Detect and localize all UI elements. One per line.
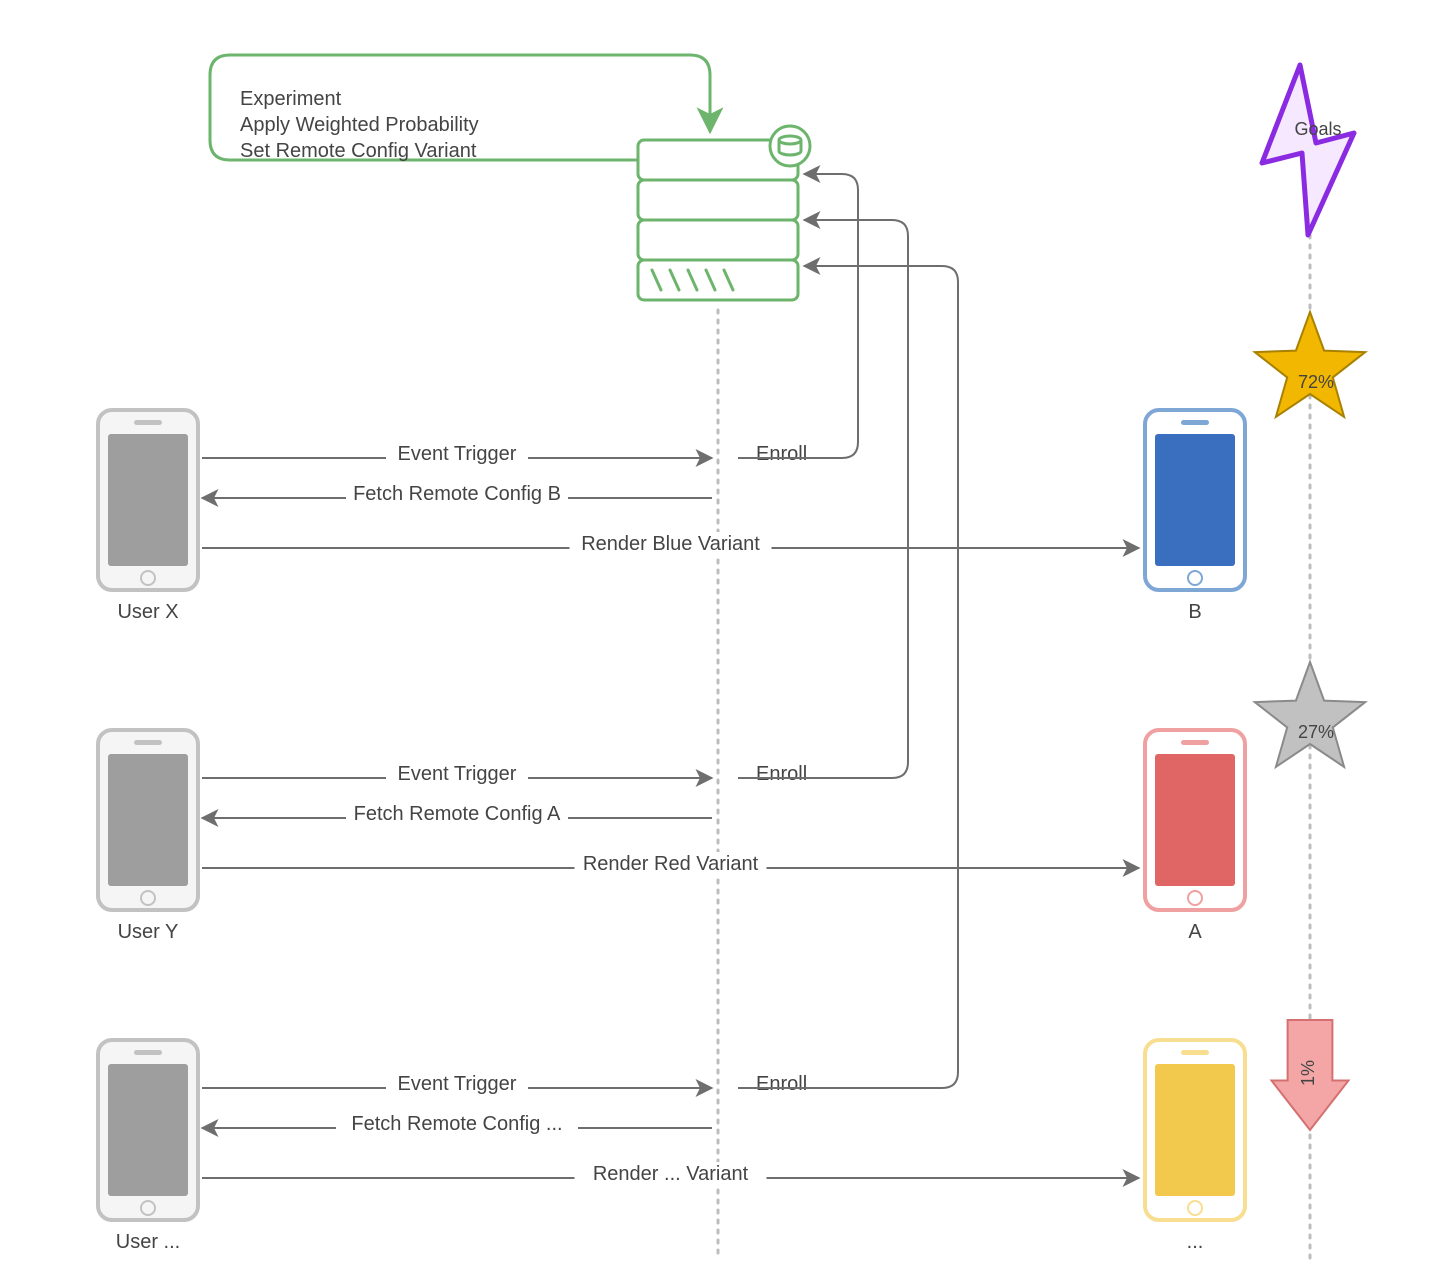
phone-user-z-label: User ... [116, 1231, 180, 1253]
result-phone-user-z-label: ... [1187, 1231, 1204, 1253]
render-user-y-label: Render Red Variant [583, 853, 759, 875]
event-trigger-user-y-label: Event Trigger [398, 763, 517, 785]
goals-label: Goals [1294, 119, 1341, 139]
render-user-x-label: Render Blue Variant [581, 533, 760, 555]
result-phone-user-z [1145, 1040, 1245, 1220]
enroll-user-y-label: Enroll [756, 763, 807, 785]
event-trigger-user-z-label: Event Trigger [398, 1073, 517, 1095]
phone-user-y-label: User Y [118, 921, 179, 943]
phone-user-z [98, 1040, 198, 1220]
enroll-user-z-label: Enroll [756, 1073, 807, 1095]
result-phone-user-y [1145, 730, 1245, 910]
phone-user-x [98, 410, 198, 590]
fetch-user-z-label: Fetch Remote Config ... [351, 1113, 562, 1135]
star-user-x-value: 72% [1298, 372, 1334, 392]
render-user-z-label: Render ... Variant [593, 1163, 749, 1185]
result-phone-user-y-label: A [1188, 921, 1202, 943]
phone-user-x-label: User X [117, 601, 178, 623]
star-user-y-value: 27% [1298, 722, 1334, 742]
experiment-label: Set Remote Config Variant [240, 140, 477, 162]
result-phone-user-x-label: B [1188, 601, 1201, 623]
event-trigger-user-x-label: Event Trigger [398, 443, 517, 465]
server-icon [638, 126, 810, 300]
phone-user-y [98, 730, 198, 910]
result-phone-user-x [1145, 410, 1245, 590]
experiment-label: Experiment [240, 88, 342, 110]
fetch-user-y-label: Fetch Remote Config A [354, 803, 561, 825]
enroll-user-x-label: Enroll [756, 443, 807, 465]
down-arrow-user-z-value: 1% [1298, 1060, 1318, 1086]
experiment-label: Apply Weighted Probability [240, 114, 479, 136]
fetch-user-x-label: Fetch Remote Config B [353, 483, 561, 505]
